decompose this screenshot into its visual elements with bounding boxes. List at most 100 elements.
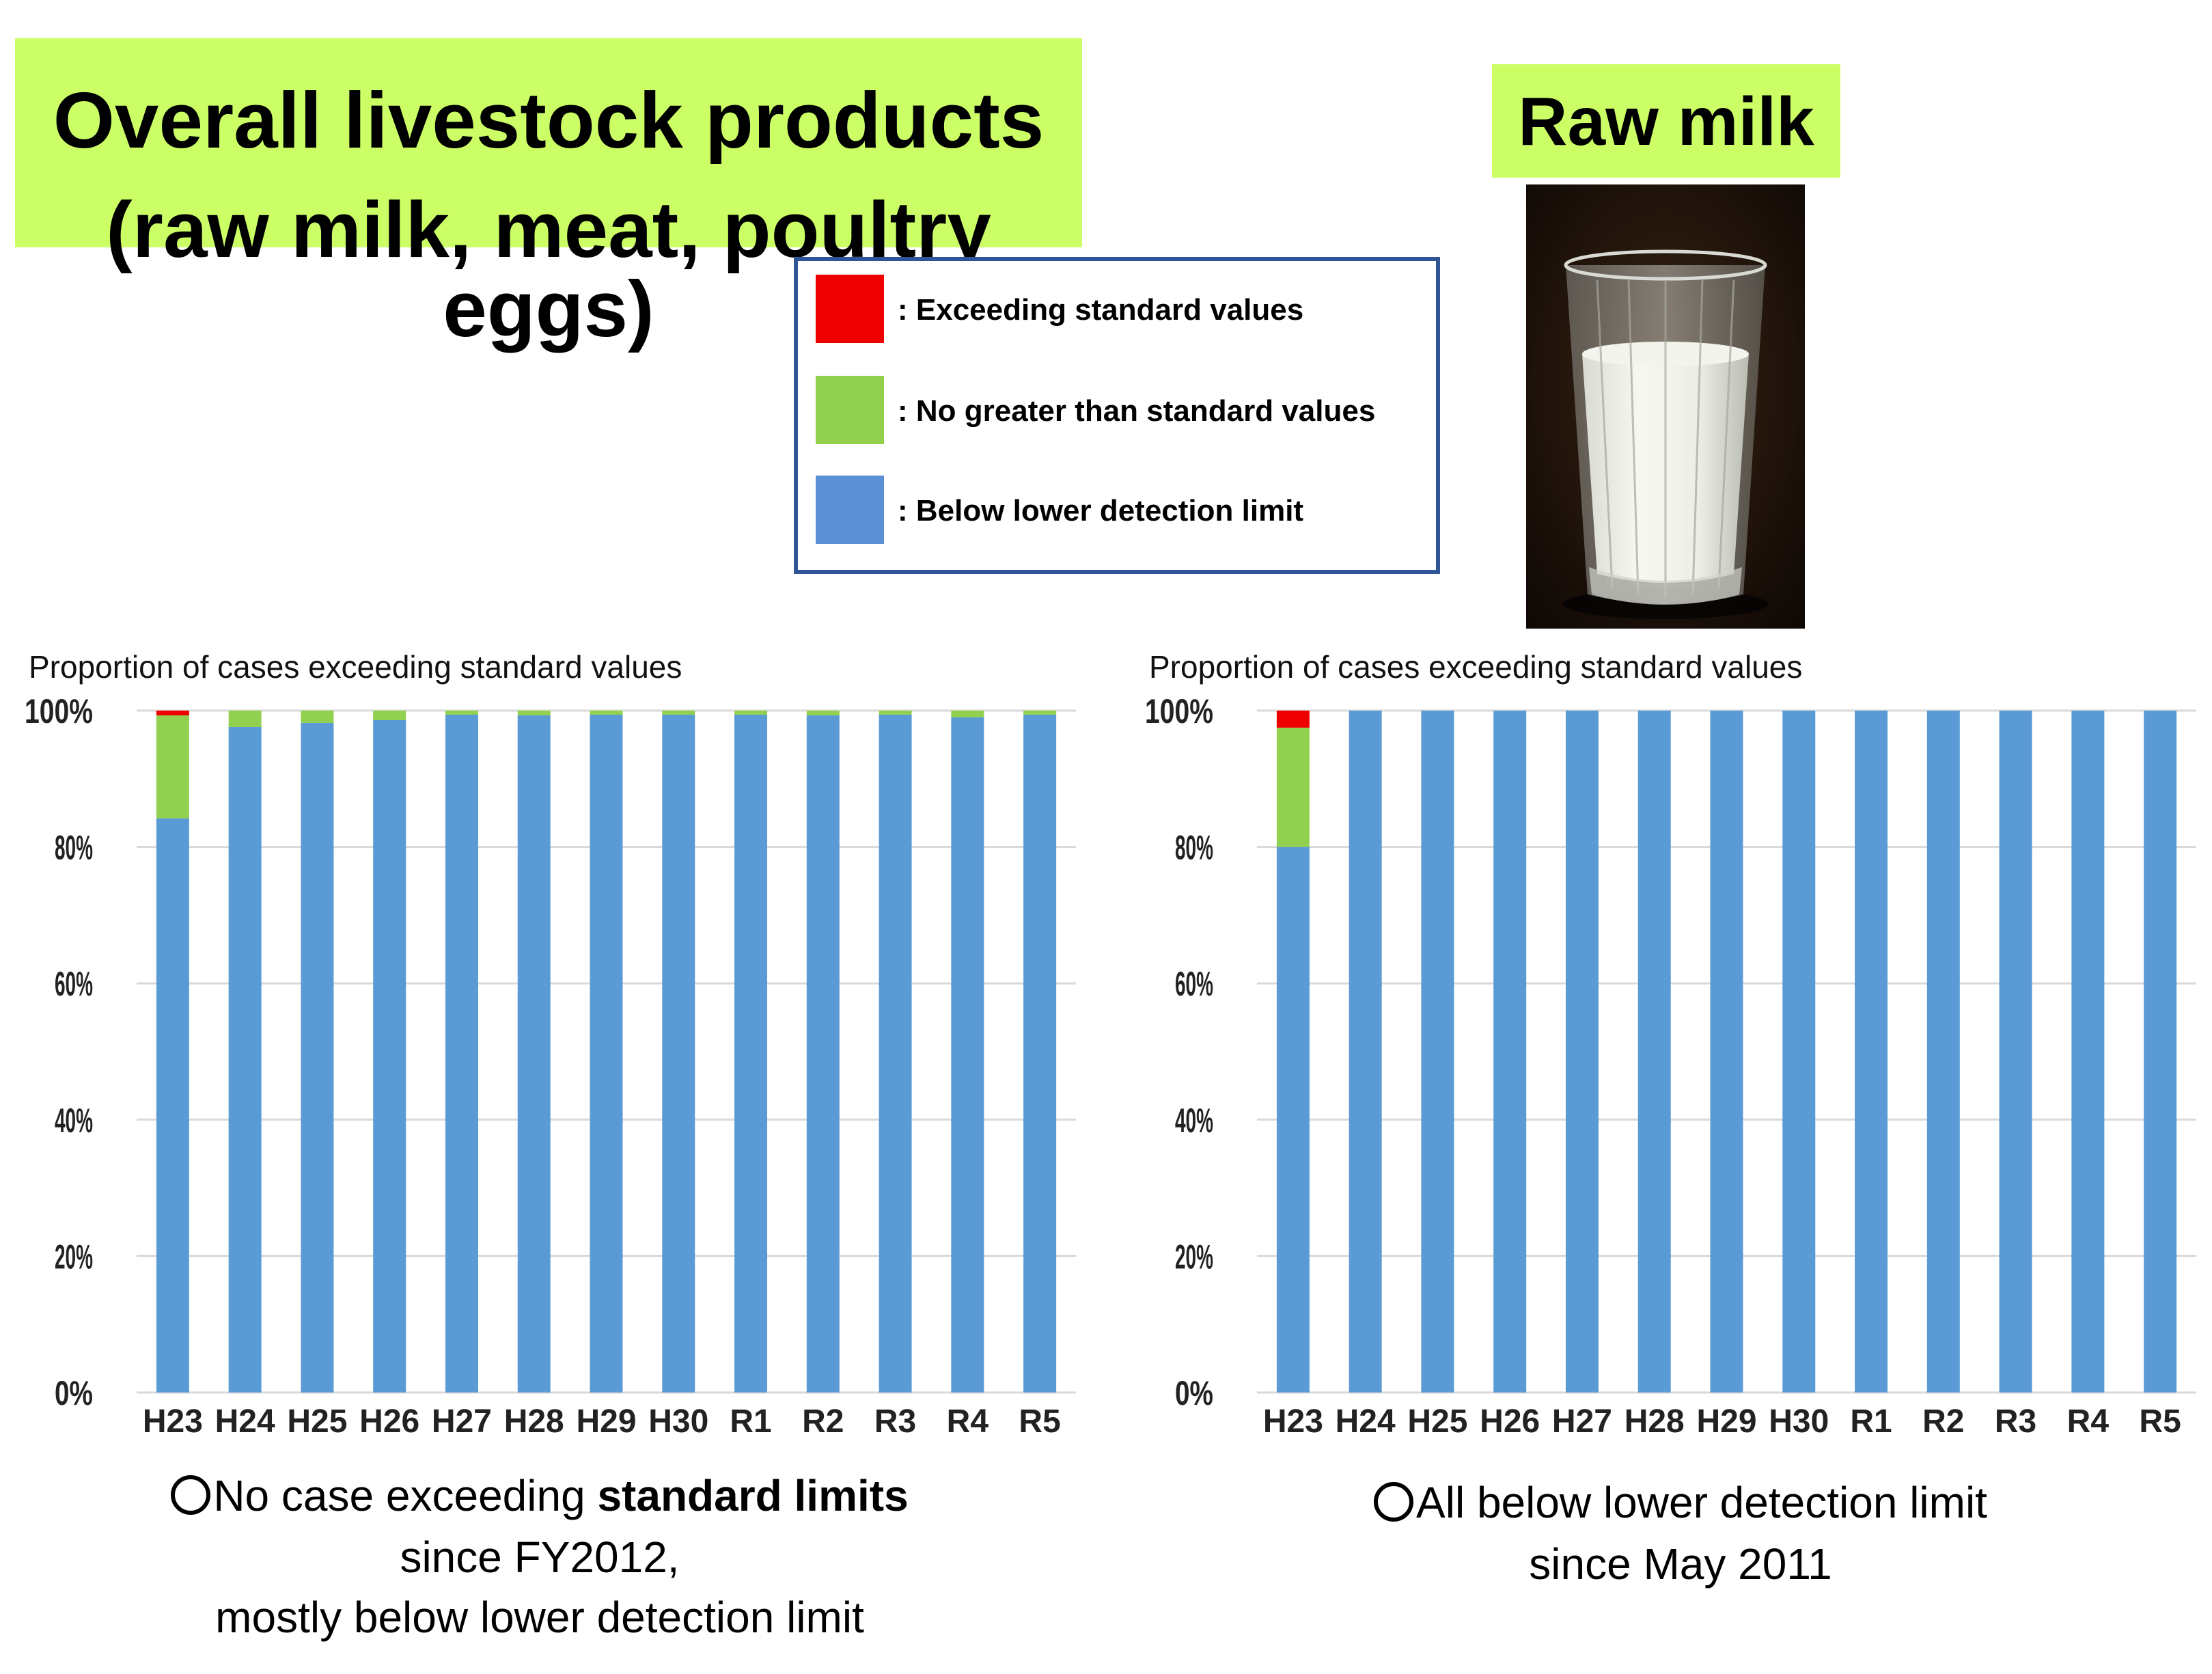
x-tick-label: H28 xyxy=(1625,1403,1685,1440)
bar-segment-no-greater xyxy=(301,711,334,723)
raw-milk-label: Raw milk xyxy=(1518,83,1814,160)
y-tick-label: 40% xyxy=(1175,1101,1213,1140)
legend-label-exceeding: : Exceeding standard values xyxy=(898,293,1304,327)
chart-raw-milk-svg: Proportion of cases exceeding standard v… xyxy=(1145,649,2196,1440)
x-tick-label: H29 xyxy=(1696,1403,1756,1440)
x-tick-label: H26 xyxy=(359,1403,419,1440)
caption-overall-bold: standard limits xyxy=(597,1471,909,1520)
bar-segment-below xyxy=(1855,711,1888,1392)
page-title-line1: Overall livestock products xyxy=(53,76,1045,165)
x-tick-label: H29 xyxy=(576,1403,636,1440)
circle-bullet-icon xyxy=(171,1475,211,1515)
bar-segment-no-greater xyxy=(806,711,840,715)
y-tick-label: 80% xyxy=(55,829,93,867)
legend-label-below: : Below lower detection limit xyxy=(898,494,1304,527)
legend-label-no-greater: : No greater than standard values xyxy=(898,394,1376,428)
bar-segment-below xyxy=(951,717,984,1392)
bar-segment-below xyxy=(2144,711,2177,1392)
bar-segment-no-greater xyxy=(734,711,768,715)
caption-overall: No case exceeding standard limits xyxy=(157,1465,922,1526)
x-tick-label: R3 xyxy=(1995,1403,2036,1440)
x-tick-label: H28 xyxy=(504,1403,564,1440)
bar-segment-below xyxy=(445,714,478,1392)
y-tick-label: 100% xyxy=(25,692,93,730)
bar-segment-no-greater xyxy=(1276,727,1310,847)
y-tick-label: 20% xyxy=(55,1237,93,1276)
bar-segment-below xyxy=(228,726,262,1392)
bar-segment-below xyxy=(373,719,406,1392)
chart-overall-svg: Proportion of cases exceeding standard v… xyxy=(25,649,1076,1440)
x-tick-label: R4 xyxy=(2067,1403,2110,1440)
bar-segment-below xyxy=(1565,711,1599,1392)
legend-swatch-blue xyxy=(816,476,884,544)
x-tick-label: H23 xyxy=(143,1403,203,1440)
x-tick-label: R5 xyxy=(1019,1403,1060,1440)
milk-glass-image xyxy=(1526,184,1805,629)
bar-segment-no-greater xyxy=(1023,711,1057,715)
bar-segment-no-greater xyxy=(445,711,478,715)
milk-glass-drawing xyxy=(1526,184,1805,629)
x-tick-label: H30 xyxy=(648,1403,708,1440)
page-title-line2: (raw milk, meat, poultry eggs) xyxy=(106,185,991,353)
raw-milk-banner: Raw milk xyxy=(1492,64,1840,178)
y-tick-label: 80% xyxy=(1175,829,1213,867)
bar-segment-no-greater xyxy=(373,711,406,720)
x-tick-label: R4 xyxy=(947,1403,989,1440)
y-tick-label: 100% xyxy=(1145,692,1213,730)
y-tick-label: 0% xyxy=(55,1374,93,1412)
bar-segment-below xyxy=(1710,711,1743,1392)
x-tick-label: R2 xyxy=(1922,1403,1964,1440)
bar-segment-below xyxy=(1493,711,1527,1392)
legend-swatch-red xyxy=(816,275,884,343)
bar-segment-below xyxy=(1421,711,1454,1392)
bar-segment-below xyxy=(590,714,623,1392)
caption-raw-milk: All below lower detection limit xyxy=(1298,1472,2063,1533)
bar-segment-below xyxy=(1349,711,1382,1392)
bar-segment-below xyxy=(156,818,189,1392)
bar-segment-below xyxy=(879,714,912,1392)
x-tick-label: H24 xyxy=(215,1403,275,1440)
x-tick-label: H24 xyxy=(1336,1403,1396,1440)
x-tick-label: R1 xyxy=(1850,1403,1892,1440)
y-tick-label: 0% xyxy=(1175,1374,1213,1412)
bar-segment-no-greater xyxy=(879,711,912,715)
x-tick-label: H30 xyxy=(1769,1403,1829,1440)
bar-segment-no-greater xyxy=(156,715,189,819)
bar-segment-no-greater xyxy=(517,711,551,715)
caption-overall-line2: since FY2012, xyxy=(400,1533,680,1582)
bar-segment-below xyxy=(301,722,334,1392)
bar-segment-below xyxy=(1023,714,1057,1392)
caption-raw-milk-line1: All below lower detection limit xyxy=(1416,1478,1987,1527)
caption-overall-line3: mostly below lower detection limit xyxy=(215,1593,864,1642)
y-tick-label: 60% xyxy=(55,965,93,1003)
chart-legend: : Exceeding standard values : No greater… xyxy=(794,257,1440,574)
y-tick-label: 60% xyxy=(1175,965,1213,1003)
x-tick-label: H25 xyxy=(1407,1403,1467,1440)
bar-segment-no-greater xyxy=(662,711,695,715)
title-banner: Overall livestock products (raw milk, me… xyxy=(15,38,1082,348)
bar-segment-below xyxy=(734,714,768,1392)
x-tick-label: R3 xyxy=(874,1403,916,1440)
caption-overall-line1: No case exceeding standard limits xyxy=(157,1465,922,1526)
caption-overall-prefix: No case exceeding xyxy=(213,1471,598,1520)
bar-segment-no-greater xyxy=(590,711,623,715)
legend-swatch-green xyxy=(816,376,884,444)
y-tick-label: 20% xyxy=(1175,1237,1213,1276)
chart-overall-livestock: Proportion of cases exceeding standard v… xyxy=(0,635,1086,1455)
x-tick-label: R5 xyxy=(2139,1403,2181,1440)
bar-segment-below xyxy=(517,715,551,1392)
circle-bullet-icon xyxy=(1374,1482,1414,1522)
bar-segment-below xyxy=(1782,711,1816,1392)
x-tick-label: H27 xyxy=(432,1403,492,1440)
x-tick-label: H26 xyxy=(1480,1403,1540,1440)
bar-segment-below xyxy=(1999,711,2032,1392)
x-tick-label: R2 xyxy=(802,1403,844,1440)
bar-segment-below xyxy=(2071,711,2105,1392)
chart-title: Proportion of cases exceeding standard v… xyxy=(1149,649,1802,685)
bar-segment-below xyxy=(1637,711,1671,1392)
bar-segment-below xyxy=(662,714,695,1392)
x-tick-label: H27 xyxy=(1552,1403,1612,1440)
bar-segment-exceeding xyxy=(156,711,189,715)
x-tick-label: H23 xyxy=(1263,1403,1323,1440)
bar-segment-no-greater xyxy=(951,711,984,717)
